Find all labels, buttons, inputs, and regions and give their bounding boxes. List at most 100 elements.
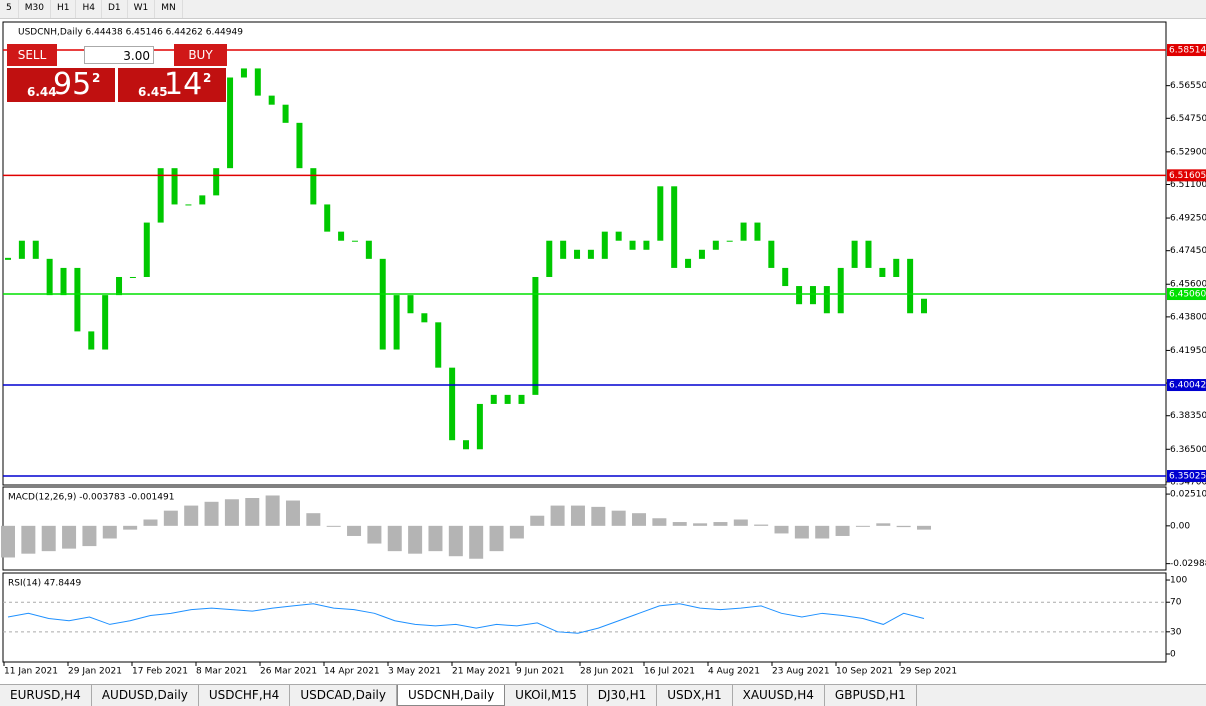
candle <box>768 240 775 268</box>
candle <box>796 286 803 305</box>
bid-point: 2 <box>92 71 101 85</box>
histogram-bar <box>245 498 260 526</box>
histogram-bar <box>509 525 524 539</box>
y-tick-label: 6.41950 <box>1170 346 1206 356</box>
trade-panel: SELL 3.00 BUY 6.44 95 2 6.45 14 2 <box>7 44 227 102</box>
level-label: 6.40042 <box>1169 381 1206 391</box>
candle <box>407 295 414 314</box>
candle <box>365 240 372 259</box>
candle <box>379 258 386 350</box>
histogram-bar <box>611 510 626 526</box>
ask-price[interactable]: 6.45 14 2 <box>118 68 226 102</box>
histogram-bar <box>184 505 199 526</box>
x-tick-label: 16 Jul 2021 <box>644 667 695 677</box>
sell-button[interactable]: SELL <box>7 44 57 66</box>
candle <box>698 249 705 259</box>
y-tick-label: 6.52900 <box>1170 147 1206 157</box>
y-tick-label: 0.00 <box>1170 521 1190 531</box>
candle <box>129 276 136 278</box>
candle <box>199 195 206 205</box>
timeframe-button[interactable]: H4 <box>76 0 102 18</box>
chart-tab[interactable]: AUDUSD,Daily <box>92 685 199 706</box>
y-tick-label: 6.56550 <box>1170 81 1206 91</box>
x-tick-label: 29 Sep 2021 <box>900 667 957 677</box>
histogram-bar <box>82 525 97 547</box>
chart-tab[interactable]: USDX,H1 <box>657 685 733 706</box>
y-tick-label: 6.36500 <box>1170 445 1206 455</box>
histogram-bar <box>21 525 36 554</box>
histogram-bar <box>326 525 341 527</box>
candle <box>712 240 719 250</box>
chart-tab[interactable]: XAUUSD,H4 <box>733 685 825 706</box>
candle <box>421 313 428 323</box>
histogram-bar <box>204 501 219 526</box>
x-tick-label: 23 Aug 2021 <box>772 667 830 677</box>
histogram-bar <box>224 499 239 526</box>
x-tick-label: 3 May 2021 <box>388 667 441 677</box>
candle <box>615 231 622 241</box>
y-tick-label: 6.43800 <box>1170 312 1206 322</box>
histogram-bar <box>570 505 585 526</box>
timeframe-button[interactable]: M30 <box>19 0 51 18</box>
chart-tab[interactable]: GBPUSD,H1 <box>825 685 917 706</box>
histogram-bar <box>855 525 870 527</box>
candle <box>546 240 553 277</box>
timeframe-button[interactable]: H1 <box>51 0 77 18</box>
histogram-bar <box>347 525 362 536</box>
x-tick-label: 28 Jun 2021 <box>580 667 634 677</box>
histogram-bar <box>550 505 565 526</box>
buy-button[interactable]: BUY <box>174 44 227 66</box>
candle <box>740 222 747 241</box>
panel-frame <box>2 486 1167 571</box>
candle <box>560 240 567 259</box>
chart-tab[interactable]: USDCAD,Daily <box>290 685 397 706</box>
timeframe-button[interactable]: 5 <box>0 0 19 18</box>
level-label: 6.45060 <box>1169 290 1206 300</box>
tab-bar: EURUSD,H4 AUDUSD,Daily USDCHF,H4 USDCAD,Dai… <box>0 684 1206 706</box>
candle <box>574 249 581 259</box>
histogram-bar <box>774 525 789 534</box>
candle <box>393 295 400 350</box>
bid-base: 6.44 <box>27 85 57 99</box>
candle <box>268 95 275 105</box>
histogram-bar <box>896 525 911 528</box>
level-label-box <box>1167 169 1206 182</box>
chart-tab[interactable]: EURUSD,H4 <box>0 685 92 706</box>
histogram-bar <box>693 523 708 526</box>
chart-tab[interactable]: USDCHF,H4 <box>199 685 291 706</box>
candle <box>907 258 914 314</box>
candle <box>338 231 345 241</box>
candle <box>102 295 109 350</box>
chart-tab[interactable]: UKOil,M15 <box>505 685 588 706</box>
histogram-bar <box>876 523 891 526</box>
panel-frame <box>2 21 1167 486</box>
panel-frame <box>2 572 1167 663</box>
rsi-line <box>7 603 925 634</box>
candle <box>754 222 761 241</box>
panel-title: RSI(14) 47.8449 <box>8 579 81 589</box>
candle <box>463 440 469 450</box>
candle <box>60 267 67 296</box>
timeframe-button[interactable]: W1 <box>128 0 156 18</box>
candle <box>435 322 442 368</box>
candle <box>310 168 317 205</box>
candle <box>809 286 816 305</box>
candle <box>282 104 289 123</box>
histogram-bar <box>591 506 606 526</box>
histogram-bar <box>123 525 138 530</box>
histogram-bar <box>672 522 687 526</box>
x-tick-label: 11 Jan 2021 <box>4 667 58 677</box>
lots-input[interactable]: 3.00 <box>84 46 154 64</box>
bid-price[interactable]: 6.44 95 2 <box>7 68 115 102</box>
timeframe-button[interactable]: MN <box>155 0 183 18</box>
chart-tab[interactable]: DJ30,H1 <box>588 685 658 706</box>
candle <box>837 267 844 314</box>
y-tick-label: -0.02988 <box>1170 559 1206 569</box>
y-tick-label: 6.38350 <box>1170 411 1206 421</box>
chart-tab[interactable]: USDCNH,Daily <box>396 685 506 706</box>
timeframe-button[interactable]: D1 <box>102 0 128 18</box>
histogram-bar <box>713 522 728 526</box>
candle <box>921 298 927 314</box>
y-tick-label: 6.54750 <box>1170 114 1206 124</box>
candle <box>657 186 664 241</box>
